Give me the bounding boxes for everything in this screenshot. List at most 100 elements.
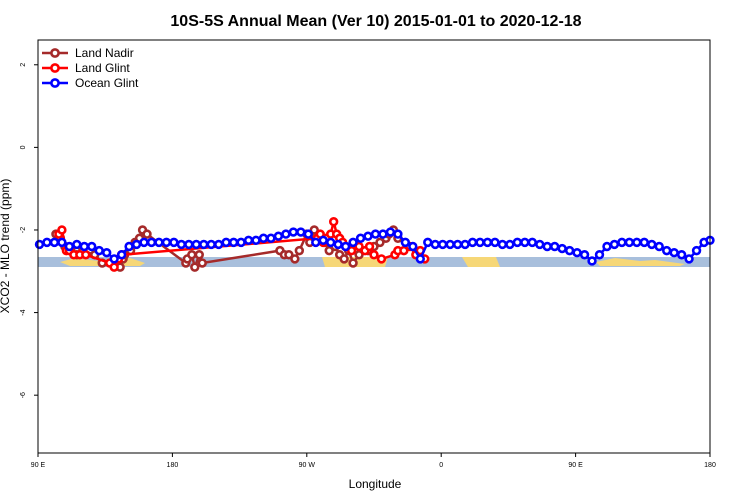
ocean-glint-point [385,227,396,237]
ocean-glint-point [691,245,702,256]
y-tick-label: -4 [20,309,27,315]
ocean-glint-point [452,239,463,250]
ocean-glint-point [311,237,321,248]
land-glint-point [328,217,339,227]
ocean-glint-point [221,237,231,248]
land-glint-point [399,245,409,256]
ocean-glint-point [505,239,515,250]
x-tick-label: 0 [439,462,443,469]
ocean-glint-point [564,245,575,256]
land-glint-point [346,245,357,256]
ocean-glint-point [348,237,358,248]
y-tick-label: -2 [20,227,27,233]
ocean-glint-point [228,237,239,248]
axes: 90 E 180 90 W 0 90 E 180 2 0 -2 -4 -6 [20,63,716,469]
ocean-glint-point [154,237,164,248]
land-glint-point [109,262,119,272]
y-tick-label: 0 [20,145,27,149]
land-nadir-point [190,262,200,272]
series-layer [34,217,715,272]
ocean-glint-point [116,250,127,260]
legend-land-glint-marker [50,63,60,73]
ocean-glint-point [303,229,313,239]
land-nadir-point [187,250,197,260]
ocean-glint-point [124,241,134,252]
ocean-glint-point [363,231,373,241]
land-nadir-point [284,250,294,260]
land-glint-point [81,250,91,260]
ocean-glint-point [647,239,657,250]
ocean-glint-point [176,239,187,250]
x-axis-label: Longitude [349,477,402,491]
ocean-glint-point [445,239,455,250]
ocean-glint-point [594,250,605,260]
ocean-glint-point [213,239,224,250]
ocean-glint-point [497,239,508,250]
ocean-glint-point [393,229,403,239]
legend-ocean-glint-marker [50,78,60,88]
ocean-glint-point [251,235,261,246]
ocean-glint-point [557,243,567,254]
ocean-glint-point [482,237,493,248]
ocean-glint-point [236,237,246,248]
ocean-glint-point [602,241,612,252]
ocean-glint-point [64,241,75,252]
ocean-glint-point [146,237,157,248]
ocean-glint-point [258,233,269,243]
ocean-glint-point [549,241,560,252]
ocean-glint-point [617,237,627,248]
ocean-glint-point [408,241,418,252]
ocean-glint-point [676,250,687,260]
ocean-glint-point [512,237,523,248]
ocean-glint-point [669,247,679,258]
ocean-glint-point [624,237,635,248]
x-tick-label: 90 E [568,462,583,469]
y-tick-label: 2 [20,63,27,67]
land-glint-point [364,241,375,252]
ocean-glint-point [520,237,530,248]
ocean-glint-point [101,247,112,258]
ocean-glint-point [400,237,411,248]
land-nadir-point [324,245,334,256]
land-nadir-point [194,250,204,260]
ocean-glint-point [542,241,552,252]
ocean-glint-point [87,241,97,252]
land-nadir-point [294,245,305,256]
ocean-glint-point [169,237,179,248]
ocean-glint-point [460,239,470,250]
legend-land-nadir-label: Land Nadir [75,46,134,60]
land-nadir-point [309,225,319,235]
ocean-glint-point [34,239,45,250]
ocean-glint-point [288,227,299,237]
ocean-glint-point [475,237,485,248]
ocean-glint-point [639,237,649,248]
land-nadir-point [197,258,207,268]
ocean-glint-point [79,241,89,252]
ocean-glint-point [325,237,336,248]
ocean-glint-point [609,239,620,250]
x-tick-label: 90 W [299,462,316,469]
land-nadir-point [290,254,300,264]
ocean-glint-point [654,241,664,252]
plot-frame [37,39,711,454]
ocean-glint-point [57,237,67,248]
land-glint-point [57,225,67,235]
ocean-glint-point [333,239,343,250]
chart-title: 10S-5S Annual Mean (Ver 10) 2015-01-01 t… [170,13,581,30]
ocean-glint-point [430,239,440,250]
ocean-glint-point [72,239,82,250]
ocean-glint-point [355,233,366,243]
y-tick-label: -6 [20,392,27,398]
ocean-glint-point [437,239,448,250]
ocean-glint-point [281,229,291,239]
ocean-glint-point [243,235,254,246]
land-nadir-point [354,250,364,260]
ocean-glint-point [273,231,284,241]
land-glint-point [354,241,364,252]
ocean-glint-point [266,233,276,243]
ocean-glint-point [587,256,597,266]
ocean-glint-point [423,237,433,248]
ocean-glint-point [49,237,60,248]
